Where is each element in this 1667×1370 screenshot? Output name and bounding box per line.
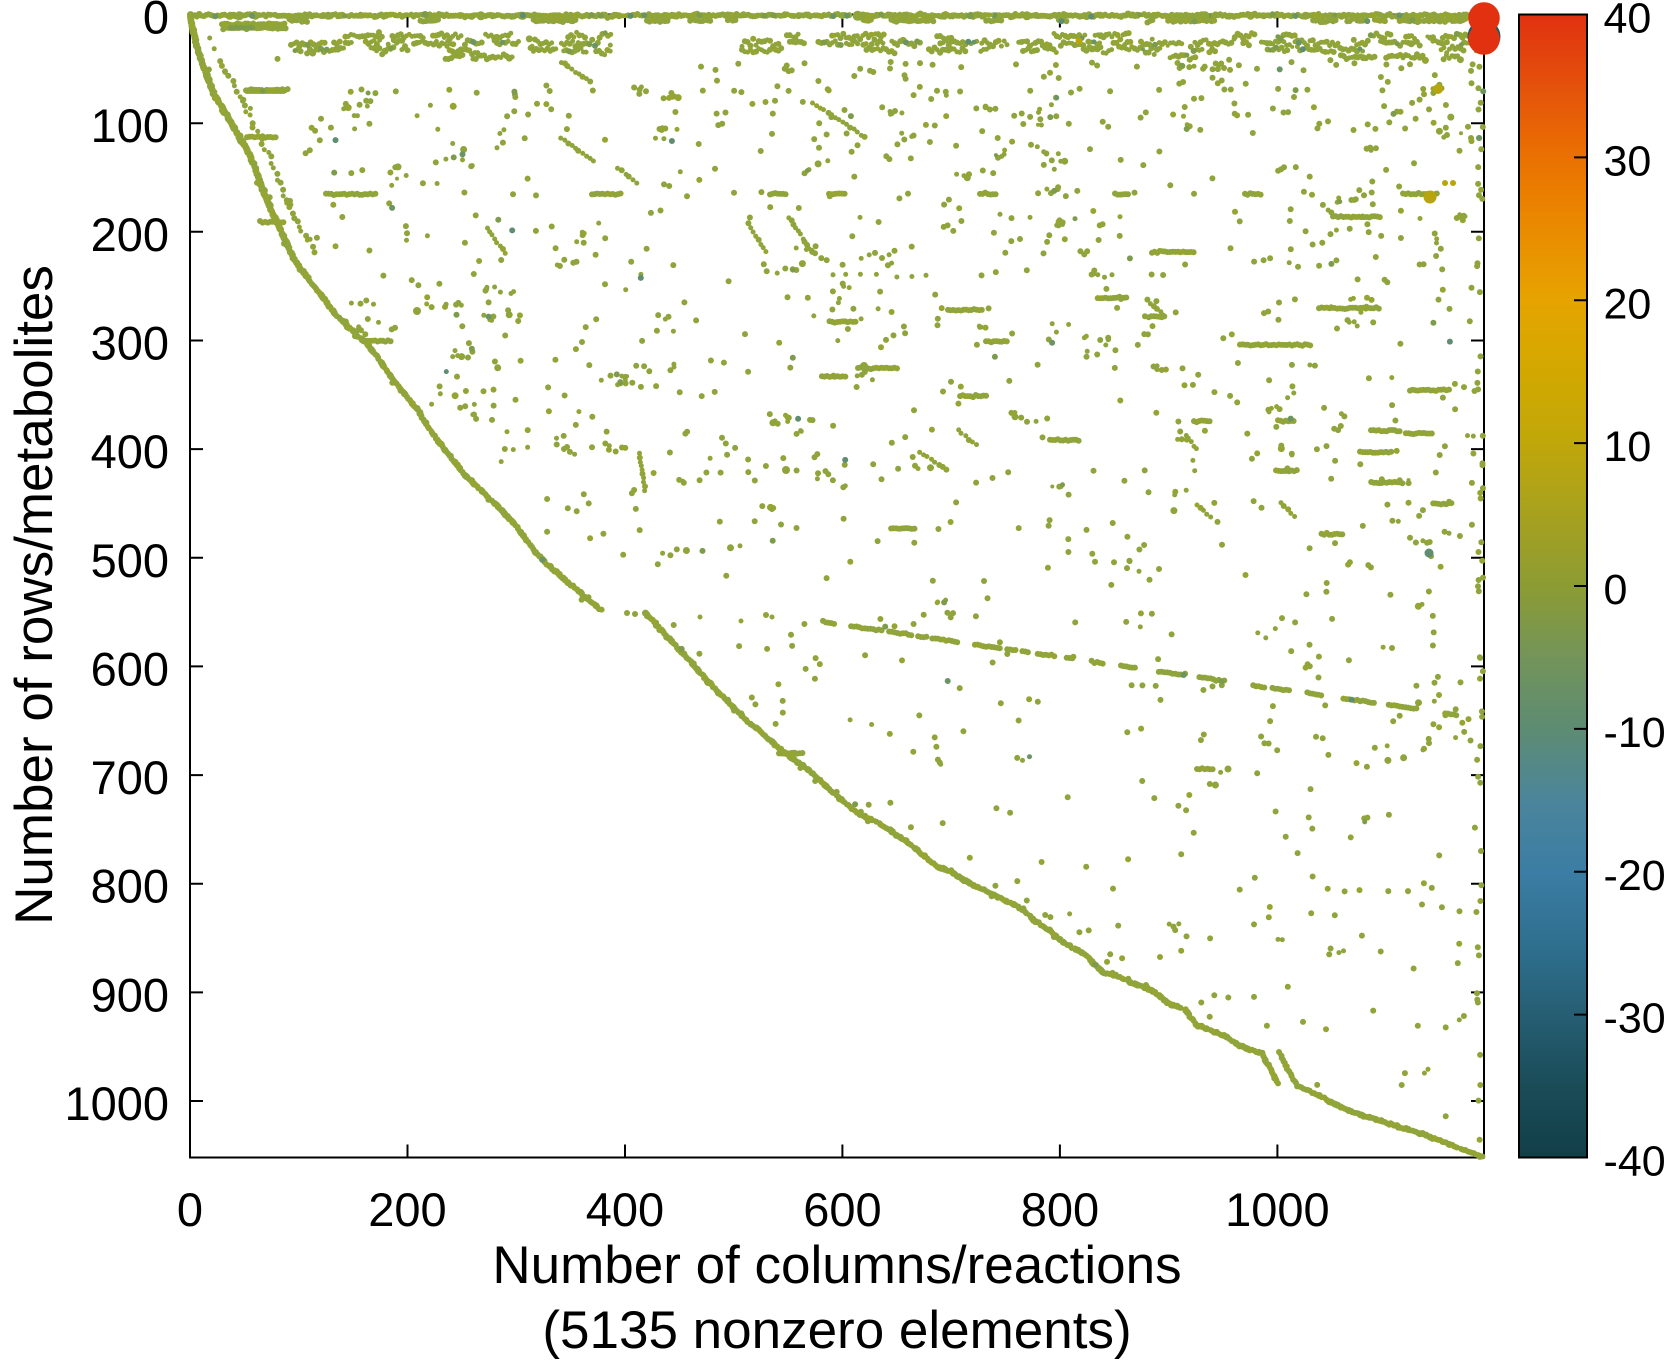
svg-text:400: 400 bbox=[91, 425, 169, 478]
svg-text:(5135 nonzero elements): (5135 nonzero elements) bbox=[542, 1301, 1131, 1360]
svg-text:-10: -10 bbox=[1604, 709, 1666, 757]
svg-text:100: 100 bbox=[91, 99, 169, 152]
svg-text:600: 600 bbox=[803, 1183, 881, 1236]
svg-text:20: 20 bbox=[1604, 280, 1652, 328]
svg-text:800: 800 bbox=[91, 860, 169, 913]
svg-text:600: 600 bbox=[91, 642, 169, 695]
svg-text:900: 900 bbox=[91, 968, 169, 1021]
svg-text:-40: -40 bbox=[1604, 1138, 1666, 1186]
svg-text:-20: -20 bbox=[1604, 852, 1666, 900]
svg-text:30: 30 bbox=[1604, 137, 1652, 185]
svg-text:10: 10 bbox=[1604, 423, 1652, 471]
svg-text:0: 0 bbox=[177, 1183, 203, 1236]
svg-text:400: 400 bbox=[586, 1183, 664, 1236]
svg-text:-30: -30 bbox=[1604, 995, 1666, 1043]
svg-text:1000: 1000 bbox=[64, 1077, 169, 1130]
svg-text:40: 40 bbox=[1604, 0, 1652, 43]
svg-text:0: 0 bbox=[143, 0, 169, 44]
svg-text:200: 200 bbox=[91, 208, 169, 261]
svg-text:Number of rows/metabolites: Number of rows/metabolites bbox=[5, 265, 64, 925]
svg-text:800: 800 bbox=[1021, 1183, 1099, 1236]
svg-text:200: 200 bbox=[368, 1183, 446, 1236]
svg-text:300: 300 bbox=[91, 316, 169, 369]
svg-text:0: 0 bbox=[1604, 566, 1628, 614]
svg-text:700: 700 bbox=[91, 751, 169, 804]
svg-text:1000: 1000 bbox=[1225, 1183, 1330, 1236]
svg-text:500: 500 bbox=[91, 534, 169, 587]
svg-text:Number of columns/reactions: Number of columns/reactions bbox=[492, 1236, 1181, 1295]
